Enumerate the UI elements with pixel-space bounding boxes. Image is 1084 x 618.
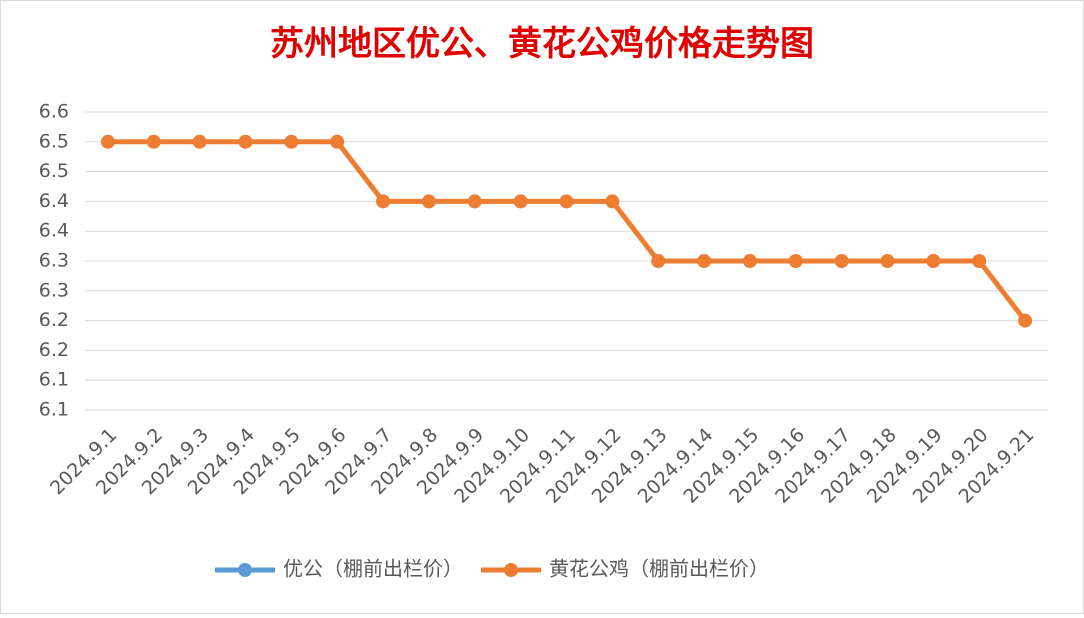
y-tick-label: 6.6 (39, 101, 69, 123)
y-tick-label: 6.5 (39, 160, 69, 182)
data-point (926, 254, 941, 268)
data-point (330, 134, 345, 149)
y-tick-label: 6.4 (39, 220, 69, 242)
y-tick-label: 6.2 (39, 309, 69, 331)
y-tick-label: 6.4 (39, 190, 69, 212)
data-point (651, 254, 666, 268)
chart-title: 苏州地区优公、黄花公鸡价格走势图 (270, 24, 814, 64)
y-tick-label: 6.2 (39, 339, 69, 361)
data-point (376, 194, 391, 209)
y-tick-label: 6.1 (39, 369, 69, 391)
data-point (559, 194, 574, 209)
data-point (284, 134, 299, 149)
y-tick-label: 6.3 (39, 279, 69, 301)
data-point (146, 134, 161, 149)
y-tick-label: 6.5 (39, 130, 69, 152)
y-tick-label: 6.1 (39, 399, 69, 421)
data-point (742, 254, 757, 268)
y-tick-label: 6.3 (39, 250, 69, 272)
legend-marker (238, 563, 252, 577)
data-point (880, 254, 895, 268)
data-point (467, 194, 482, 209)
data-point (788, 254, 803, 268)
data-point (972, 254, 987, 268)
legend-label: 优公（棚前出栏价） (283, 557, 463, 581)
legend-marker (504, 563, 518, 577)
data-point (697, 254, 712, 268)
data-point (421, 194, 436, 209)
data-point (513, 194, 528, 209)
data-point (238, 134, 253, 149)
data-point (100, 134, 115, 149)
data-point (192, 134, 207, 149)
data-point (1018, 313, 1033, 328)
data-point (834, 254, 849, 268)
legend-label: 黄花公鸡（棚前出栏价） (549, 557, 769, 581)
data-point (605, 194, 620, 209)
